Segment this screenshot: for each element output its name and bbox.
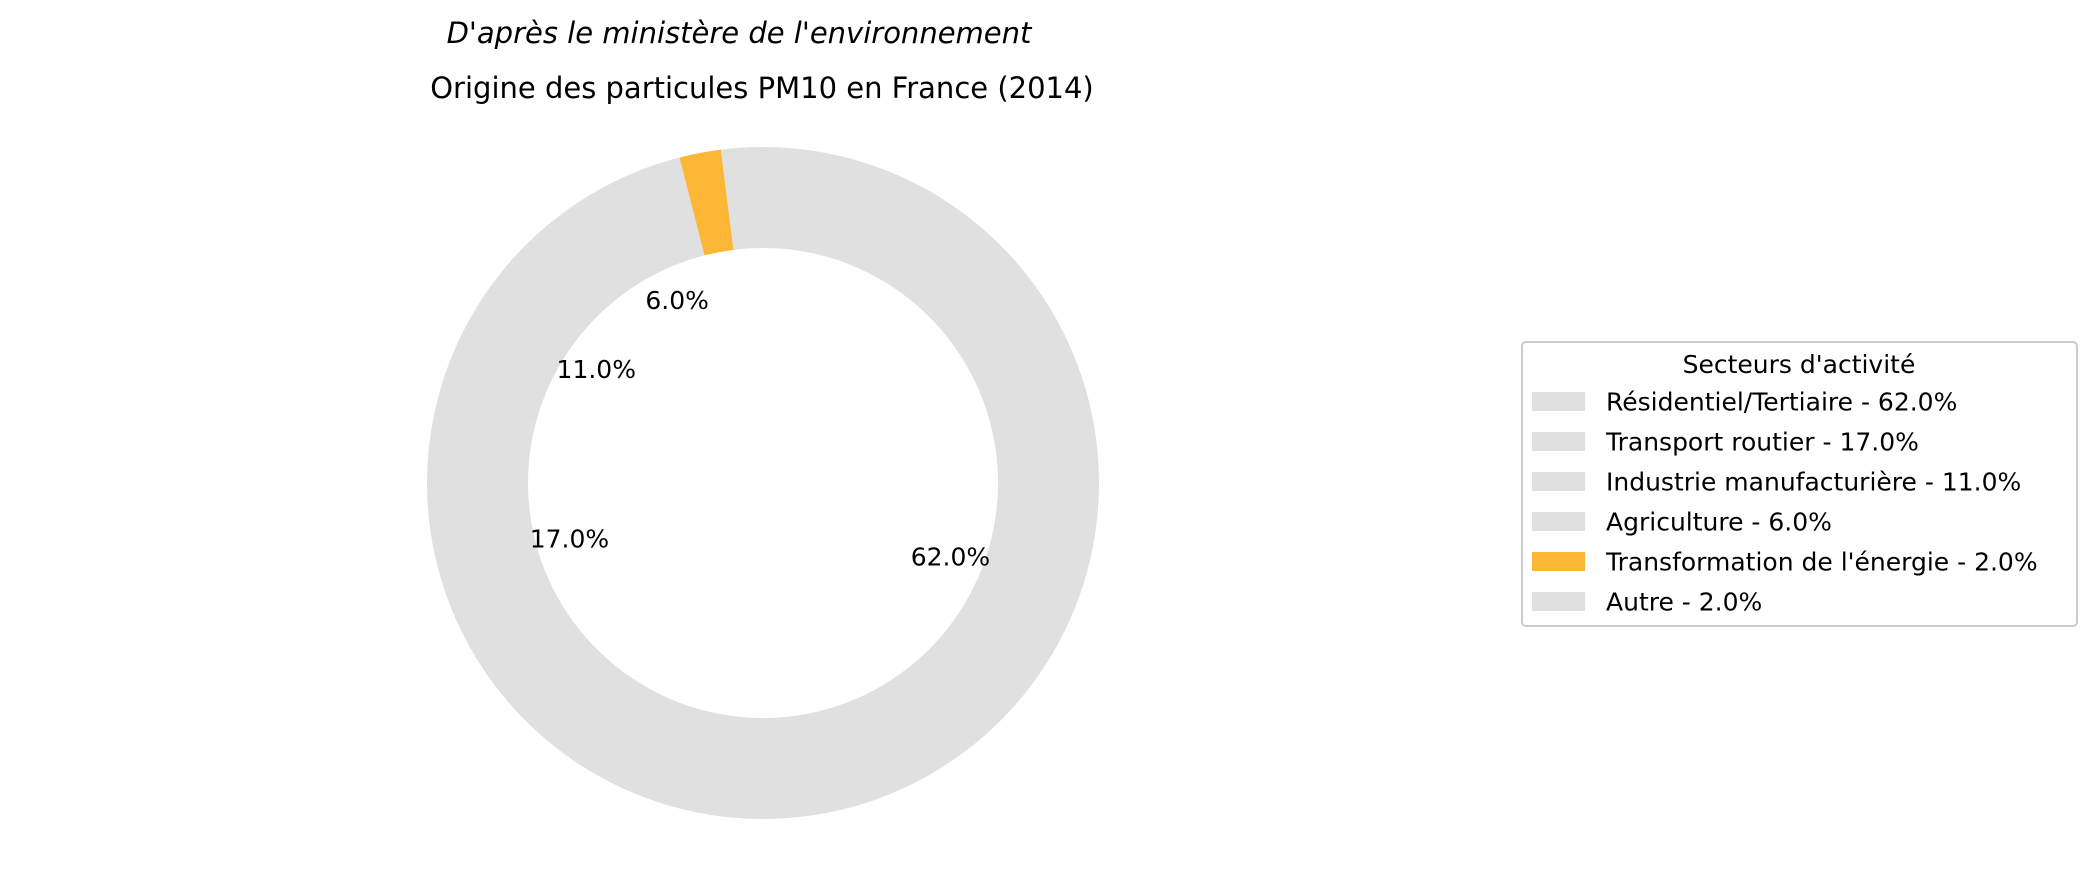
legend-label-transformation-de-l-energie: Transformation de l'énergie - 2.0%	[1605, 548, 2038, 577]
legend-label-autre: Autre - 2.0%	[1606, 588, 1762, 617]
slice-transport-routier	[427, 399, 603, 728]
pct-label-agriculture: 6.0%	[645, 286, 709, 315]
slice-autre	[720, 147, 763, 250]
chart-title: Origine des particules PM10 en France (2…	[430, 71, 1094, 105]
legend-label-industrie-manufacturiere: Industrie manufacturière - 11.0%	[1606, 468, 2021, 497]
slice-industrie-manufacturiere	[437, 211, 625, 425]
legend-label-residentiel-tertiaire: Résidentiel/Tertiaire - 62.0%	[1606, 388, 1957, 417]
legend-swatch-transport-routier	[1532, 432, 1585, 451]
slice-residentiel-tertiaire	[532, 147, 1099, 819]
legend-label-agriculture: Agriculture - 6.0%	[1606, 508, 1832, 537]
legend-swatch-residentiel-tertiaire	[1532, 392, 1585, 411]
legend-items: Résidentiel/Tertiaire - 62.0% Transport r…	[1532, 388, 2038, 617]
legend-swatch-autre	[1532, 592, 1585, 611]
pie-slices	[427, 147, 1099, 819]
legend-frame	[1521, 341, 2078, 627]
legend-swatch-agriculture	[1532, 512, 1585, 531]
chart-subtitle: D'après le ministère de l'environnement	[447, 16, 1033, 50]
pct-label-transport-routier: 17.0%	[530, 525, 609, 554]
slice-agriculture	[565, 157, 705, 293]
percent-labels: 62.0% 17.0% 11.0% 6.0%	[530, 286, 990, 572]
legend-swatch-transformation-de-l-energie	[1532, 552, 1585, 571]
legend-swatch-industrie-manufacturiere	[1532, 472, 1585, 491]
pct-label-industrie-manufacturiere: 11.0%	[557, 355, 636, 384]
pct-label-residentiel-tertiaire: 62.0%	[911, 543, 990, 572]
legend: Secteurs d'activité Résidentiel/Tertiair…	[1521, 341, 2078, 627]
legend-label-transport-routier: Transport routier - 17.0%	[1605, 428, 1919, 457]
slice-transformation-de-l-energie	[679, 149, 734, 256]
legend-title: Secteurs d'activité	[1683, 350, 1916, 379]
